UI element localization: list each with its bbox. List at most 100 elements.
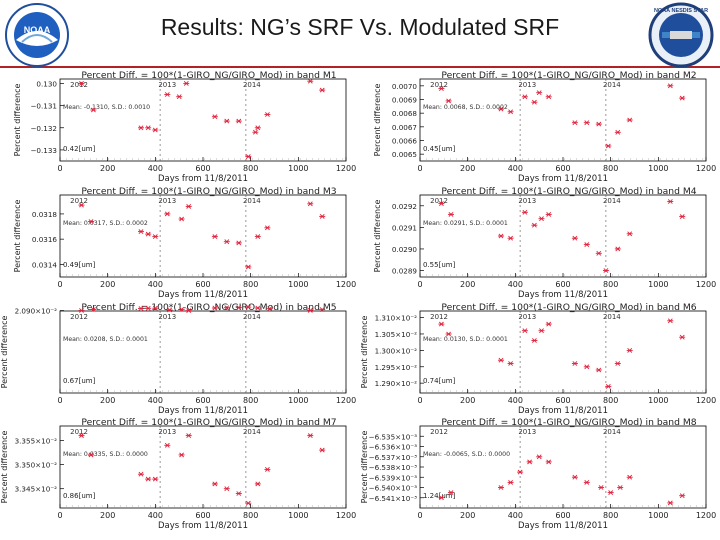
data-point-stroke — [615, 246, 621, 252]
data-point — [264, 225, 271, 231]
data-point — [667, 199, 674, 204]
x-tick-label: 1200 — [696, 164, 716, 173]
data-point — [679, 214, 686, 220]
x-axis-label: Days from 11/8/2011 — [158, 174, 248, 184]
data-point — [605, 143, 612, 149]
y-tick-label: 2.090×10⁻² — [15, 307, 58, 316]
data-point-stroke — [88, 452, 94, 458]
data-point-stroke — [522, 328, 528, 334]
data-point-stroke — [627, 117, 633, 123]
plot-frame — [419, 310, 707, 394]
data-point — [571, 120, 578, 126]
data-point — [211, 114, 218, 120]
data-point — [507, 479, 514, 485]
data-point-stroke — [627, 231, 633, 237]
data-point-stroke — [138, 471, 144, 477]
stats-annotation: Mean: 0.0317, S.D.: 0.0002 — [63, 220, 148, 227]
data-point — [545, 94, 552, 100]
x-tick-label: 600 — [195, 396, 210, 405]
x-tick-label: 400 — [148, 164, 163, 173]
data-point-stroke — [627, 347, 633, 353]
data-point — [667, 83, 674, 89]
x-axis-label: Days from 11/8/2011 — [158, 521, 248, 531]
data-point — [254, 305, 261, 311]
data-point-stroke — [572, 361, 578, 366]
data-point-stroke — [152, 234, 158, 240]
chart-title: Percent Diff. = 100*(1-GIRO_NG/GIRO_Mod)… — [81, 186, 336, 197]
y-tick-label: 3.345×10⁻² — [15, 485, 58, 494]
chart-title: Percent Diff. = 100*(1-GIRO_NG/GIRO_Mod)… — [441, 186, 696, 197]
data-point — [235, 240, 242, 246]
y-tick-label: −6.537×10⁻³ — [369, 453, 418, 462]
data-point-stroke — [252, 129, 258, 135]
data-point-stroke — [319, 213, 325, 219]
data-point-stroke — [245, 264, 251, 270]
data-point — [307, 307, 314, 313]
data-point — [211, 481, 218, 487]
data-point — [602, 268, 609, 273]
chart-m8: Percent Diff. = 100*(1-GIRO_NG/GIRO_Mod)… — [360, 417, 716, 531]
data-point — [152, 127, 159, 133]
wavelength-label: 0.74[um] — [423, 377, 456, 385]
y-tick-label: 0.0290 — [392, 245, 418, 254]
title-divider — [0, 66, 720, 68]
data-point-stroke — [446, 331, 452, 337]
data-point — [185, 433, 192, 439]
data-point-stroke — [546, 211, 552, 217]
data-point — [498, 485, 504, 490]
data-point — [536, 90, 543, 96]
data-point — [319, 87, 326, 93]
y-tick-label: 0.0068 — [392, 109, 418, 118]
year-label: 2013 — [518, 197, 536, 205]
noaa-logo-icon: NOAA — [5, 3, 69, 67]
data-point-stroke — [152, 476, 158, 482]
data-point-stroke — [679, 214, 685, 220]
data-point — [88, 219, 94, 224]
data-point — [605, 383, 612, 389]
data-point — [531, 338, 538, 343]
data-point-stroke — [508, 109, 514, 115]
plot-frame — [419, 78, 707, 162]
data-point — [264, 466, 271, 472]
y-axis-label: Percent difference — [0, 431, 9, 504]
data-point — [614, 246, 621, 252]
x-tick-label: 1000 — [648, 280, 668, 289]
data-point — [176, 94, 183, 100]
y-tick-label: 1.300×10⁻² — [375, 346, 418, 355]
data-point — [307, 201, 314, 207]
x-axis-label: Days from 11/8/2011 — [158, 406, 248, 416]
data-point — [667, 318, 674, 324]
year-label: 2012 — [430, 197, 448, 205]
data-point-stroke — [598, 485, 604, 490]
data-point-stroke — [627, 474, 633, 480]
year-label: 2013 — [518, 81, 536, 89]
data-point — [145, 476, 152, 482]
x-tick-label: 400 — [508, 164, 523, 173]
x-tick-label: 1200 — [696, 511, 716, 520]
slide-title: Results: NG’s SRF Vs. Modulated SRF — [160, 14, 560, 40]
plot-frame — [59, 425, 347, 509]
chart-m5: Percent Diff. = 100*(1-GIRO_NG/GIRO_Mod)… — [0, 302, 356, 416]
data-point — [307, 433, 314, 439]
year-label: 2012 — [430, 313, 448, 321]
data-point-stroke — [546, 321, 552, 327]
data-point-stroke — [138, 306, 144, 311]
x-tick-label: 200 — [100, 164, 115, 173]
data-point — [138, 125, 144, 131]
data-point — [614, 129, 621, 135]
y-tick-label: −6.540×10⁻³ — [369, 484, 418, 493]
year-label: 2012 — [70, 81, 88, 89]
data-point-stroke — [498, 233, 504, 239]
nesdis-star-logo-icon: NOAA NESDIS STAR — [648, 2, 714, 68]
data-point — [526, 459, 533, 465]
chart-title: Percent Diff. = 100*(1-GIRO_NG/GIRO_Mod)… — [441, 302, 696, 313]
year-label: 2014 — [243, 197, 261, 205]
year-label: 2014 — [603, 81, 621, 89]
data-point-stroke — [236, 305, 242, 311]
y-tick-label: 1.290×10⁻² — [375, 379, 418, 388]
data-point — [607, 490, 614, 496]
x-tick-label: 1000 — [288, 396, 308, 405]
data-point-stroke — [145, 476, 151, 482]
data-point-stroke — [605, 383, 611, 389]
data-point-stroke — [245, 304, 251, 310]
